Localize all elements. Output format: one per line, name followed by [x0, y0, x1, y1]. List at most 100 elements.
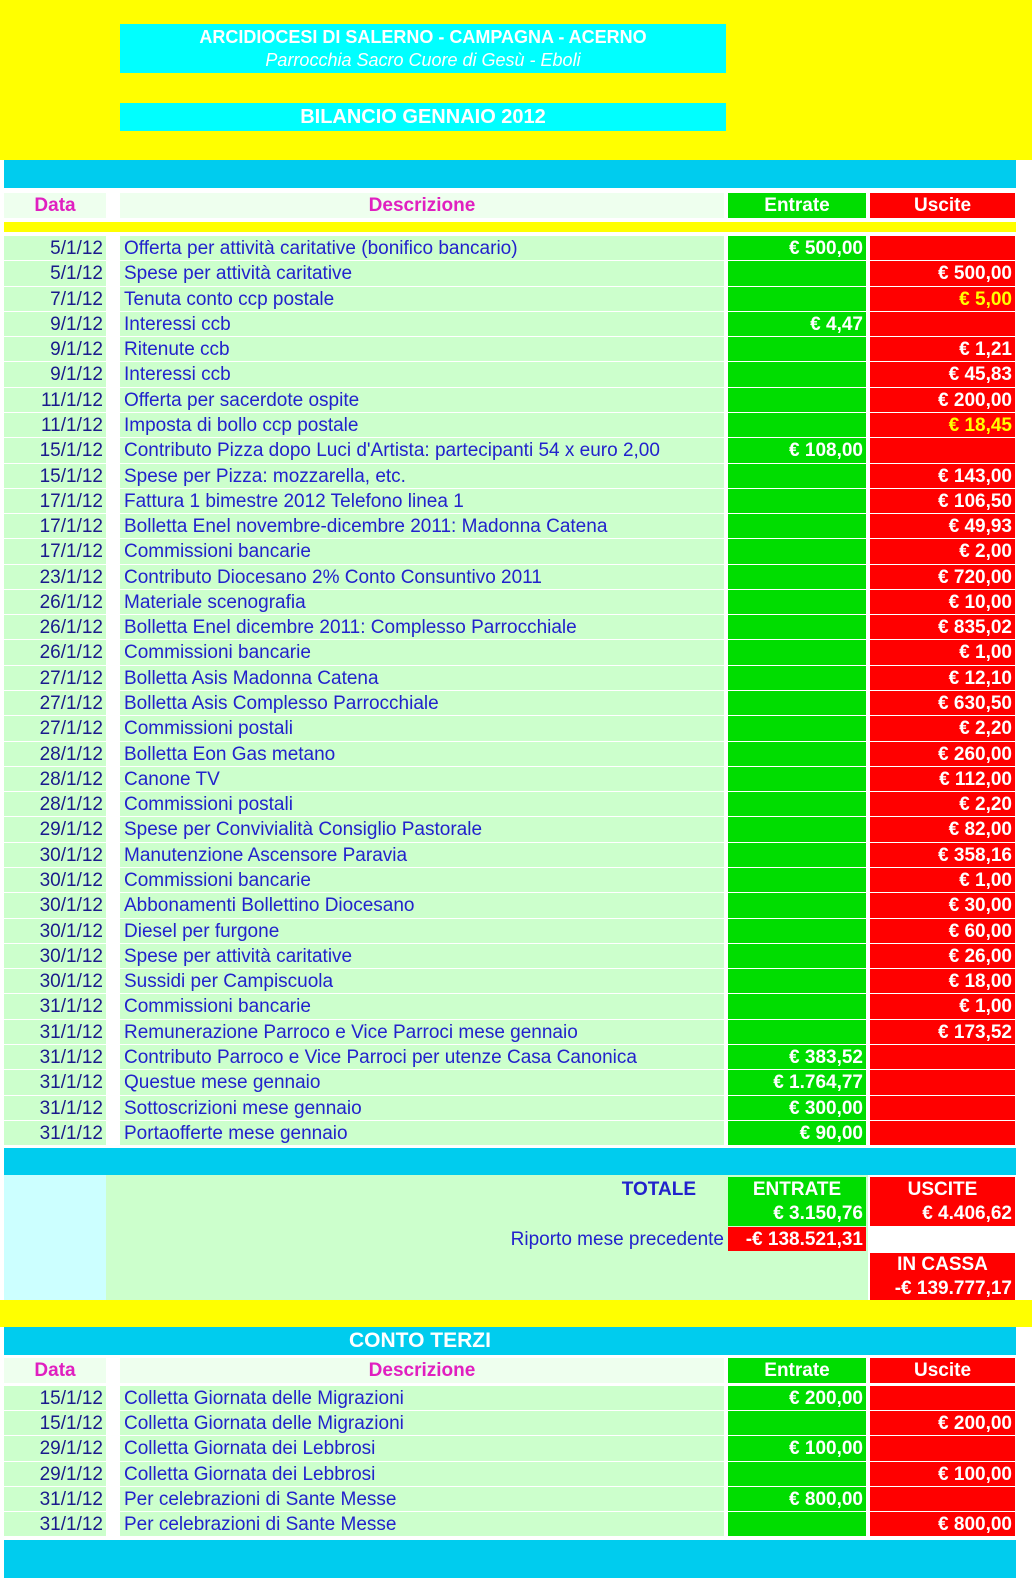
out-box — [870, 1177, 1015, 1226]
description: Manutenzione Ascensore Paravia — [120, 842, 724, 867]
date: 29/1/12 — [4, 1461, 106, 1486]
expense: € 143,00 — [870, 463, 1015, 488]
income — [728, 1411, 866, 1436]
income — [728, 1512, 866, 1537]
date: 15/1/12 — [4, 463, 106, 488]
in-label: ENTRATE — [752, 1179, 842, 1200]
income: € 200,00 — [728, 1386, 866, 1411]
date: 29/1/12 — [4, 817, 106, 842]
cash-box — [870, 1253, 1015, 1300]
description: Spese per attività caritative — [120, 943, 724, 969]
col-in: Entrate — [728, 1358, 866, 1383]
description: Canone TV — [120, 766, 724, 792]
date: 31/1/12 — [4, 1095, 106, 1120]
col-desc: Descrizione — [120, 1358, 724, 1383]
expense — [870, 236, 1015, 261]
date: 31/1/12 — [4, 1019, 106, 1044]
date: 31/1/12 — [4, 1120, 106, 1146]
diocese-box — [120, 24, 726, 73]
income — [728, 337, 866, 362]
description: Abbonamenti Bollettino Diocesano — [120, 893, 724, 918]
income — [728, 1461, 866, 1486]
expense: € 1,21 — [870, 337, 1015, 362]
date: 23/1/12 — [4, 564, 106, 589]
expense: € 200,00 — [870, 1411, 1015, 1436]
date: 7/1/12 — [4, 286, 106, 311]
income — [728, 969, 866, 994]
income — [728, 741, 866, 766]
expense: € 1,00 — [870, 994, 1015, 1019]
income — [728, 286, 866, 311]
col-date: Data — [4, 193, 106, 218]
title: BILANCIO GENNAIO 2012 — [120, 103, 726, 131]
col-out: Uscite — [870, 1358, 1015, 1383]
expense — [870, 1120, 1015, 1146]
date: 28/1/12 — [4, 792, 106, 817]
description: Tenuta conto ccp postale — [120, 286, 724, 311]
description: Offerta per attività caritative (bonific… — [120, 236, 724, 261]
date: 9/1/12 — [4, 337, 106, 362]
carry-label: Riporto mese precedente — [510, 1229, 724, 1250]
income — [728, 514, 866, 539]
date: 26/1/12 — [4, 640, 106, 665]
expense: € 18,00 — [870, 969, 1015, 994]
description: Bolletta Enel dicembre 2011: Complesso P… — [120, 615, 724, 640]
yellow-strip — [4, 222, 1016, 232]
expense: € 358,16 — [870, 842, 1015, 867]
cash-label: IN CASSA — [897, 1254, 988, 1275]
description: Colletta Giornata delle Migrazioni — [120, 1386, 724, 1411]
carry: -€ 138.521,31 — [728, 1227, 866, 1251]
date: 15/1/12 — [4, 1411, 106, 1436]
expense: € 173,52 — [870, 1019, 1015, 1044]
income: € 90,00 — [728, 1120, 866, 1146]
income — [728, 842, 866, 867]
expense — [870, 1070, 1015, 1095]
expense: € 630,50 — [870, 691, 1015, 716]
expense: € 1,00 — [870, 868, 1015, 893]
description: Commissioni bancarie — [120, 539, 724, 564]
section-title: CONTO TERZI — [4, 1327, 1016, 1355]
description: Contributo Parroco e Vice Parroci per ut… — [120, 1044, 724, 1070]
income — [728, 943, 866, 969]
band — [4, 1148, 1016, 1175]
income — [728, 539, 866, 564]
income — [728, 615, 866, 640]
description: Per celebrazioni di Sante Messe — [120, 1486, 724, 1511]
expense: € 18,45 — [870, 412, 1015, 438]
expense — [870, 1436, 1015, 1461]
description: Sottoscrizioni mese gennaio — [120, 1095, 724, 1120]
totals-left — [4, 1175, 106, 1300]
income: € 100,00 — [728, 1436, 866, 1461]
income — [728, 640, 866, 665]
date: 28/1/12 — [4, 766, 106, 792]
description: Fattura 1 bimestre 2012 Telefono linea 1 — [120, 488, 724, 514]
out-total: € 4.406,62 — [922, 1203, 1012, 1224]
description: Commissioni bancarie — [120, 640, 724, 665]
date: 17/1/12 — [4, 539, 106, 564]
date: 31/1/12 — [4, 1512, 106, 1537]
expense — [870, 438, 1015, 463]
date: 15/1/12 — [4, 1386, 106, 1411]
expense: € 720,00 — [870, 564, 1015, 589]
description: Remunerazione Parroco e Vice Parroci mes… — [120, 1019, 724, 1044]
expense: € 10,00 — [870, 589, 1015, 615]
date: 30/1/12 — [4, 842, 106, 867]
description: Bolletta Enel novembre-dicembre 2011: Ma… — [120, 514, 724, 539]
income — [728, 918, 866, 943]
expense — [870, 1095, 1015, 1120]
income — [728, 564, 866, 589]
date: 31/1/12 — [4, 994, 106, 1019]
description: Commissioni bancarie — [120, 994, 724, 1019]
description: Commissioni bancarie — [120, 868, 724, 893]
col-in: Entrate — [728, 193, 866, 218]
date: 5/1/12 — [4, 261, 106, 286]
income — [728, 589, 866, 615]
expense: € 100,00 — [870, 1461, 1015, 1486]
date: 30/1/12 — [4, 969, 106, 994]
income — [728, 387, 866, 412]
expense — [870, 311, 1015, 337]
col-desc: Descrizione — [120, 193, 724, 218]
description: Diesel per furgone — [120, 918, 724, 943]
expense: € 82,00 — [870, 817, 1015, 842]
